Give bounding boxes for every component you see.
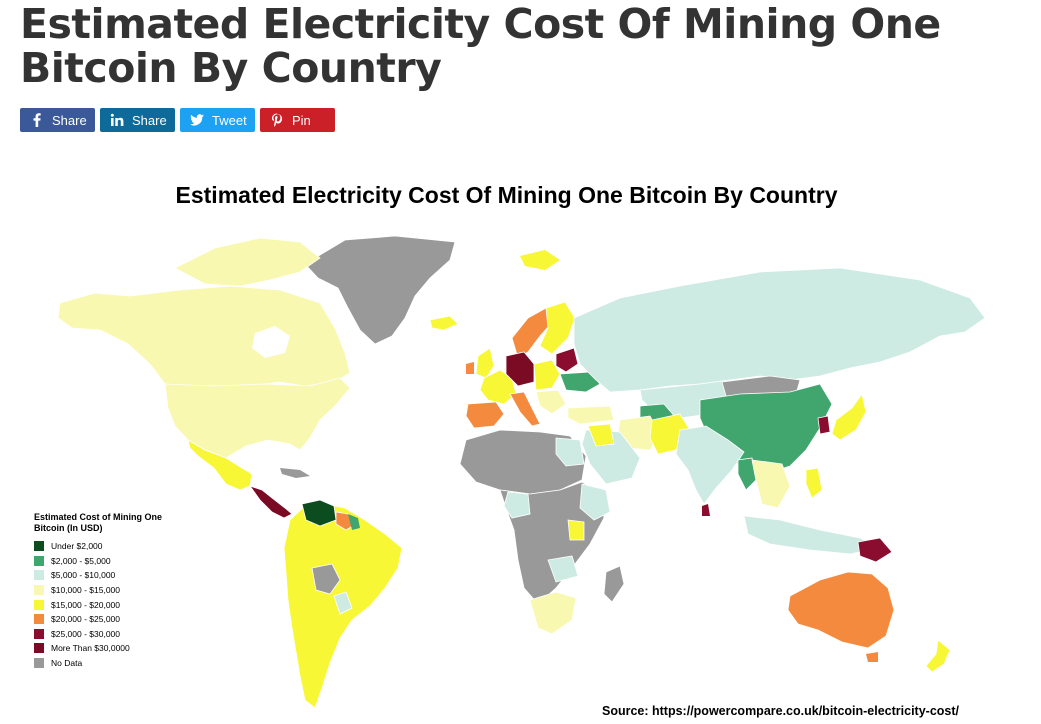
twitter-share-button[interactable]: Tweet xyxy=(180,108,255,132)
share-bar: Share Share Tweet Pin xyxy=(20,108,335,132)
legend-swatch xyxy=(34,570,44,581)
nigeria xyxy=(503,491,531,519)
legend-label: $2,000 - $5,000 xyxy=(51,555,111,566)
mexico xyxy=(187,439,253,491)
legend-item: $5,000 - $10,000 xyxy=(34,568,194,583)
suriname xyxy=(348,514,360,530)
facebook-share-button[interactable]: Share xyxy=(20,108,95,132)
legend-swatch xyxy=(34,555,44,566)
legend-label: More Than $30,0000 xyxy=(51,643,130,654)
turkey xyxy=(567,405,615,425)
pinterest-share-button[interactable]: Pin xyxy=(260,108,335,132)
sweden-finland xyxy=(539,301,576,355)
caribbean xyxy=(280,468,310,478)
legend-item: $25,000 - $30,000 xyxy=(34,627,194,642)
madagascar xyxy=(603,565,625,603)
legend-title: Estimated Cost of Mining One Bitcoin (In… xyxy=(34,512,163,533)
bolivia xyxy=(311,563,341,595)
map-title: Estimated Electricity Cost Of Mining One… xyxy=(175,182,838,208)
source-credit: Source: https://powercompare.co.uk/bitco… xyxy=(602,704,960,718)
map-figure: Estimated Electricity Cost Of Mining One… xyxy=(0,168,1041,724)
canada xyxy=(57,285,351,387)
twitter-icon xyxy=(189,112,205,128)
legend-label: No Data xyxy=(51,658,83,669)
iceland xyxy=(429,315,459,331)
ireland xyxy=(466,362,474,374)
legend: Estimated Cost of Mining One Bitcoin (In… xyxy=(34,512,194,670)
tasmania xyxy=(866,652,878,662)
spain-portugal xyxy=(465,401,505,429)
legend-label: $15,000 - $20,000 xyxy=(51,599,121,610)
svalbard xyxy=(520,250,560,270)
legend-swatch xyxy=(34,658,44,669)
legend-item: More Than $30,0000 xyxy=(34,641,194,656)
russia xyxy=(573,267,986,393)
australia xyxy=(787,571,895,649)
papua-new-guinea xyxy=(857,537,893,563)
legend-label: $5,000 - $10,000 xyxy=(51,570,116,581)
philippines xyxy=(805,467,823,499)
pinterest-share-label: Pin xyxy=(292,112,311,128)
ethiopia-kenya xyxy=(579,483,611,521)
italy xyxy=(509,391,541,427)
uk xyxy=(475,347,495,379)
zambia-zimbabwe xyxy=(547,555,579,583)
legend-item: $10,000 - $15,000 xyxy=(34,583,194,598)
belarus-baltics xyxy=(555,347,579,373)
myanmar xyxy=(737,457,757,491)
legend-item: $15,000 - $20,000 xyxy=(34,597,194,612)
paraguay xyxy=(333,591,353,615)
legend-label: $10,000 - $15,000 xyxy=(51,585,121,596)
north-africa xyxy=(459,429,587,495)
legend-label: $20,000 - $25,000 xyxy=(51,614,121,625)
legend-swatch xyxy=(34,599,44,610)
facebook-icon xyxy=(29,112,45,128)
world-map xyxy=(57,235,986,709)
legend-swatch xyxy=(34,541,44,552)
linkedin-share-label: Share xyxy=(132,112,167,128)
legend-item: $20,000 - $25,000 xyxy=(34,612,194,627)
legend-swatch xyxy=(34,643,44,654)
ukraine xyxy=(559,371,601,393)
legend-item: Under $2,000 xyxy=(34,539,194,554)
central-europe xyxy=(533,359,561,391)
central-america xyxy=(248,485,293,519)
linkedin-share-button[interactable]: Share xyxy=(100,108,175,132)
egypt xyxy=(555,437,585,467)
hudson-bay xyxy=(252,326,290,358)
legend-label: $25,000 - $30,000 xyxy=(51,628,121,639)
legend-label: Under $2,000 xyxy=(51,541,103,552)
new-zealand xyxy=(925,639,951,673)
south-africa xyxy=(529,591,577,635)
germany-denmark xyxy=(505,351,535,387)
legend-swatch xyxy=(34,585,44,596)
tanzania xyxy=(567,519,585,541)
twitter-share-label: Tweet xyxy=(212,112,247,128)
legend-item: No Data xyxy=(34,656,194,671)
legend-swatch xyxy=(34,614,44,625)
sri-lanka xyxy=(702,504,710,516)
pinterest-icon xyxy=(269,112,285,128)
japan xyxy=(831,393,867,441)
greenland xyxy=(304,235,456,345)
india xyxy=(675,425,745,505)
balkans xyxy=(535,389,567,415)
iraq-syria xyxy=(587,423,615,447)
page-title: Estimated Electricity Cost Of Mining One… xyxy=(20,0,941,92)
legend-items: Under $2,000 $2,000 - $5,000 $5,000 - $10,… xyxy=(34,539,194,670)
south-korea xyxy=(817,415,831,435)
canada-arctic-islands xyxy=(174,237,321,287)
legend-swatch xyxy=(34,628,44,639)
legend-item: $2,000 - $5,000 xyxy=(34,554,194,569)
thailand-indochina xyxy=(751,459,791,509)
france-benelux xyxy=(479,369,517,405)
facebook-share-label: Share xyxy=(52,112,87,128)
linkedin-icon xyxy=(109,112,125,128)
